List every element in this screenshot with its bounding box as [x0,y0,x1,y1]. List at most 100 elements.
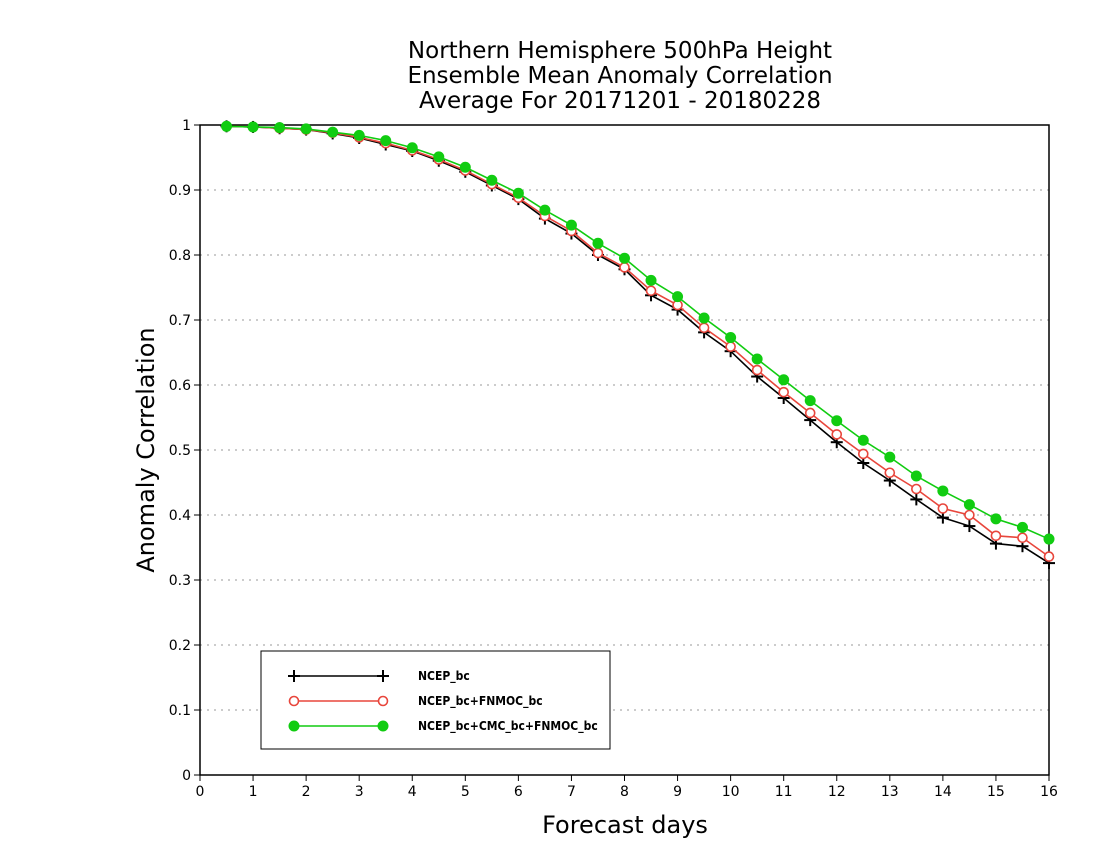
x-tick-label: 0 [196,784,205,800]
y-tick-label: 0.4 [169,508,191,524]
x-tick-label: 11 [775,784,793,800]
legend-label: NCEP_bc [418,669,470,684]
data-point [698,322,710,334]
data-point [884,451,896,463]
data-point [990,530,1002,542]
legend-marker [377,720,389,732]
y-tick-label: 0.2 [169,638,191,654]
x-tick-label: 1 [249,784,258,800]
data-point [619,262,630,273]
data-point [884,467,896,479]
data-point [592,237,604,249]
data-point [247,121,259,133]
series-2 [221,120,1055,545]
data-point [778,386,789,398]
chart-title-line: Northern Hemisphere 500hPa Height [408,38,832,64]
x-tick-label: 12 [828,784,846,800]
y-tick-label: 1 [182,118,191,134]
y-tick-label: 0.9 [169,183,191,199]
data-point [274,122,286,134]
data-point [751,364,763,376]
x-tick-label: 5 [461,784,470,800]
series-1 [221,121,1055,562]
data-point [327,126,339,138]
data-point [937,503,949,514]
data-point [380,135,392,147]
data-point [1043,551,1055,562]
legend-label: NCEP_bc+FNMOC_bc [418,694,543,709]
data-point [698,312,710,324]
data-point [539,204,551,216]
x-tick-label: 9 [673,784,682,800]
x-tick-label: 10 [722,784,740,800]
x-tick-label: 4 [408,784,417,800]
data-point [990,513,1002,525]
legend: NCEP_bc NCEP_bc+FNMOC_bc NCEP_bc+CMC_bc+FN… [260,650,611,750]
legend-marker [288,720,300,732]
x-tick-label: 2 [302,784,311,800]
data-point [459,161,471,173]
y-tick-label: 0 [182,768,191,784]
data-point [300,123,312,135]
x-tick-label: 13 [881,784,899,800]
data-point [592,247,604,259]
data-point [221,120,233,132]
y-tick-label: 0.7 [169,313,191,329]
data-point [857,434,869,446]
data-point [910,470,922,482]
legend-entry: NCEP_bc [288,669,470,684]
series-0 [220,120,1055,570]
data-point [1016,521,1028,533]
x-tick-label: 3 [355,784,364,800]
data-point [804,407,816,419]
chart-title-line: Ensemble Mean Anomaly Correlation [407,63,832,89]
data-point [725,341,736,352]
data-point [857,448,869,460]
series-line [226,125,1050,540]
x-tick-label: 15 [987,784,1005,800]
series-line [226,125,1050,564]
data-point [778,374,790,386]
legend-box [260,650,611,750]
data-point [512,187,524,199]
legend-entry: NCEP_bc+FNMOC_bc [288,694,543,709]
data-point [1043,533,1055,545]
data-point [645,274,657,286]
x-axis-title: Forecast days [542,811,708,839]
data-point [910,493,923,506]
x-tick-label: 6 [514,784,523,800]
y-tick-label: 0.8 [169,248,191,264]
data-point [751,353,763,365]
x-tick-label: 8 [620,784,629,800]
x-tick-label: 14 [934,784,952,800]
data-point [645,285,657,297]
legend-marker [377,695,389,707]
series-line [226,125,1050,558]
y-tick-label: 0.1 [169,703,191,719]
data-point [725,332,737,344]
y-axis-title: Anomaly Correlation [132,327,160,572]
data-point [831,415,843,427]
chart-title: Northern Hemisphere 500hPa HeightEnsembl… [407,38,832,114]
y-tick-label: 0.6 [169,378,191,394]
legend-marker [288,695,300,707]
legend-marker [288,670,300,682]
data-point [486,174,498,186]
y-tick-label: 0.3 [169,573,191,589]
legend-marker [377,670,389,682]
x-tick-label: 7 [567,784,576,800]
data-point [937,485,949,497]
data-point [804,395,816,407]
data-point [433,151,445,163]
y-tick-label: 0.5 [169,443,191,459]
data-point [963,499,975,511]
legend-label: NCEP_bc+CMC_bc+FNMOC_bc [418,719,598,734]
data-point [1017,532,1028,544]
data-point [911,483,922,495]
data-point [406,142,418,154]
data-point [963,520,976,533]
x-tick-label: 16 [1040,784,1058,800]
data-point [831,429,843,440]
